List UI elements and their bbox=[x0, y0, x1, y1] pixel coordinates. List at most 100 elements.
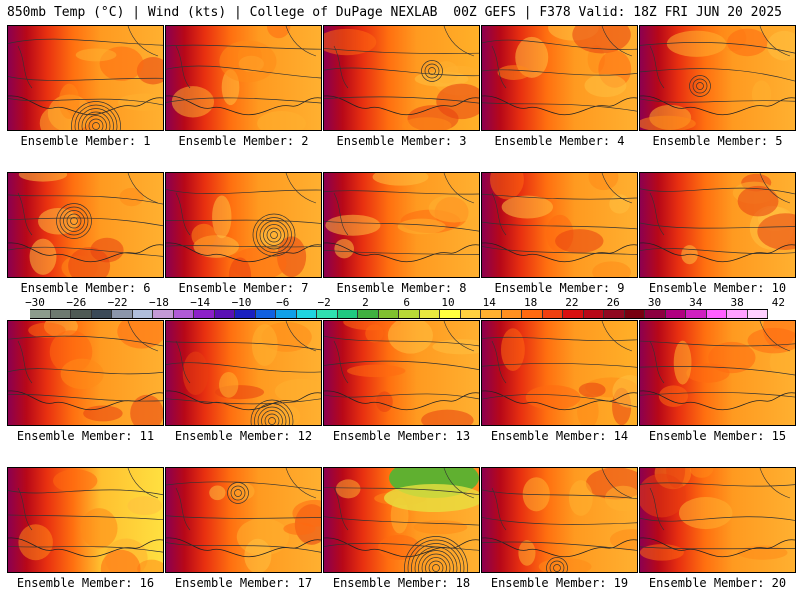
ensemble-panel-3 bbox=[323, 25, 480, 131]
color-legend-swatch bbox=[337, 310, 358, 318]
color-legend-swatch bbox=[91, 310, 112, 318]
color-legend-swatch bbox=[706, 310, 727, 318]
color-legend-swatch bbox=[255, 310, 276, 318]
color-legend-strip bbox=[30, 309, 768, 319]
temperature-map bbox=[482, 173, 637, 277]
temperature-map bbox=[324, 468, 479, 572]
color-legend-swatch bbox=[624, 310, 645, 318]
ensemble-panel-15 bbox=[639, 320, 796, 426]
ensemble-panel-12 bbox=[165, 320, 322, 426]
temperature-map bbox=[640, 173, 795, 277]
color-legend-label: −14 bbox=[190, 296, 211, 309]
temperature-map bbox=[8, 321, 163, 425]
color-legend-label: −10 bbox=[231, 296, 252, 309]
ensemble-member-label: Ensemble Member: 10 bbox=[648, 281, 787, 295]
color-legend-swatch bbox=[214, 310, 235, 318]
temperature-map bbox=[324, 26, 479, 130]
ensemble-panel-14 bbox=[481, 320, 638, 426]
temperature-map bbox=[482, 26, 637, 130]
ensemble-member-label: Ensemble Member: 1 bbox=[20, 134, 151, 148]
ensemble-panel-19 bbox=[481, 467, 638, 573]
color-legend-swatch bbox=[50, 310, 71, 318]
ensemble-member-label: Ensemble Member: 20 bbox=[648, 576, 787, 590]
color-legend-swatch bbox=[583, 310, 604, 318]
color-legend-label: 38 bbox=[730, 296, 744, 309]
temperature-map bbox=[166, 173, 321, 277]
ensemble-member-label: Ensemble Member: 15 bbox=[648, 429, 787, 443]
temperature-map bbox=[8, 173, 163, 277]
ensemble-panel-17 bbox=[165, 467, 322, 573]
color-legend-swatch bbox=[501, 310, 522, 318]
ensemble-member-label: Ensemble Member: 17 bbox=[174, 576, 313, 590]
color-legend-swatch bbox=[563, 310, 584, 318]
ensemble-member-label: Ensemble Member: 7 bbox=[178, 281, 309, 295]
ensemble-panel-6 bbox=[7, 172, 164, 278]
ensemble-panel-13 bbox=[323, 320, 480, 426]
temperature-map bbox=[8, 468, 163, 572]
color-legend-labels: −30 −26 −22 −18 −14 −10 −6 −2 2 6 10 14 18 22 26 30 34 38… bbox=[0, 296, 800, 309]
color-legend-swatch bbox=[358, 310, 379, 318]
ensemble-member-label: Ensemble Member: 2 bbox=[178, 134, 309, 148]
color-legend-label: 6 bbox=[403, 296, 410, 309]
color-legend-label: −2 bbox=[317, 296, 331, 309]
ensemble-member-label: Ensemble Member: 4 bbox=[494, 134, 625, 148]
color-legend-swatch bbox=[522, 310, 543, 318]
header-title: 850mb Temp (°C) | Wind (kts) | College o… bbox=[7, 5, 438, 20]
color-legend-label: 22 bbox=[565, 296, 579, 309]
color-legend-swatch bbox=[440, 310, 461, 318]
ensemble-panel-1 bbox=[7, 25, 164, 131]
ensemble-member-label: Ensemble Member: 11 bbox=[16, 429, 155, 443]
color-legend-swatch bbox=[747, 310, 768, 318]
color-legend-label: −6 bbox=[276, 296, 290, 309]
temperature-map bbox=[166, 321, 321, 425]
ensemble-member-label: Ensemble Member: 18 bbox=[332, 576, 471, 590]
temperature-map bbox=[324, 321, 479, 425]
temperature-map bbox=[482, 321, 637, 425]
color-legend-swatch bbox=[481, 310, 502, 318]
ensemble-member-label: Ensemble Member: 12 bbox=[174, 429, 313, 443]
color-legend-swatch bbox=[71, 310, 92, 318]
color-legend-swatch bbox=[317, 310, 338, 318]
ensemble-panel-2 bbox=[165, 25, 322, 131]
ensemble-panel-8 bbox=[323, 172, 480, 278]
ensemble-panel-11 bbox=[7, 320, 164, 426]
color-legend-label: 42 bbox=[771, 296, 786, 309]
color-legend-swatch bbox=[645, 310, 666, 318]
color-legend-swatch bbox=[460, 310, 481, 318]
header-valid-time: 00Z GEFS | F378 Valid: 18Z FRI JUN 20 20… bbox=[453, 5, 782, 20]
ensemble-member-label: Ensemble Member: 8 bbox=[336, 281, 467, 295]
color-legend-left-arrow bbox=[18, 309, 30, 319]
ensemble-panel-5 bbox=[639, 25, 796, 131]
color-legend-label: 26 bbox=[606, 296, 620, 309]
color-legend-label: −26 bbox=[66, 296, 87, 309]
color-legend-swatch bbox=[173, 310, 194, 318]
color-legend-label: 30 bbox=[647, 296, 662, 309]
ensemble-member-label: Ensemble Member: 5 bbox=[652, 134, 783, 148]
temperature-map bbox=[640, 468, 795, 572]
color-legend-swatch bbox=[604, 310, 625, 318]
ensemble-member-label: Ensemble Member: 19 bbox=[490, 576, 629, 590]
ensemble-member-label: Ensemble Member: 9 bbox=[494, 281, 625, 295]
color-legend-swatch bbox=[30, 310, 51, 318]
temperature-map bbox=[166, 26, 321, 130]
color-legend-swatch bbox=[727, 310, 748, 318]
color-legend-label: −30 bbox=[25, 296, 45, 309]
temperature-map bbox=[166, 468, 321, 572]
color-legend-swatch bbox=[419, 310, 440, 318]
color-legend-label: 2 bbox=[362, 296, 369, 309]
color-legend-swatch bbox=[542, 310, 563, 318]
ensemble-panel-10 bbox=[639, 172, 796, 278]
temperature-map bbox=[8, 26, 163, 130]
temperature-map bbox=[640, 321, 795, 425]
ensemble-member-label: Ensemble Member: 16 bbox=[16, 576, 155, 590]
color-legend-swatch bbox=[686, 310, 707, 318]
color-legend-swatch bbox=[276, 310, 297, 318]
color-legend-swatch bbox=[665, 310, 686, 318]
color-legend-label: −18 bbox=[148, 296, 169, 309]
ensemble-panel-20 bbox=[639, 467, 796, 573]
ensemble-panel-7 bbox=[165, 172, 322, 278]
color-legend-swatch bbox=[132, 310, 153, 318]
color-legend-swatch bbox=[194, 310, 215, 318]
ensemble-member-label: Ensemble Member: 6 bbox=[20, 281, 151, 295]
color-legend-swatch bbox=[378, 310, 399, 318]
